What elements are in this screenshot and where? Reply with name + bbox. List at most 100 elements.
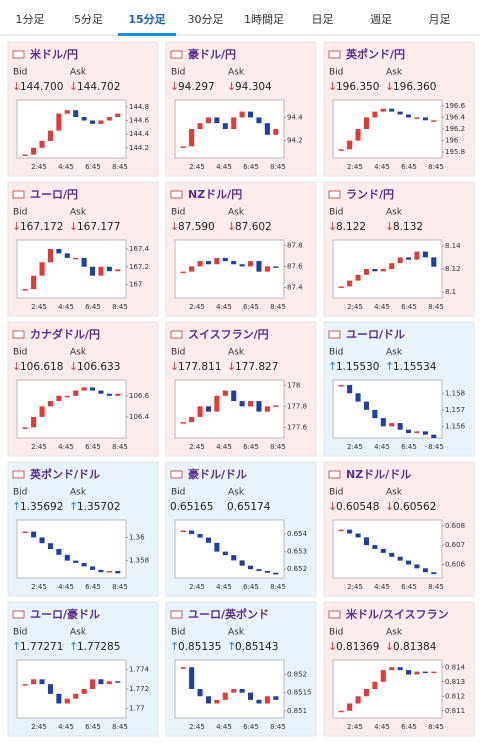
- ask-label: Ask: [386, 348, 403, 358]
- candle: [363, 401, 369, 410]
- x-tick-label: 6:45: [243, 583, 259, 591]
- candle: [273, 266, 279, 268]
- candle: [355, 533, 361, 538]
- tab[interactable]: 1時間足: [244, 13, 284, 26]
- y-tick-label: 0.852: [287, 671, 307, 679]
- tab[interactable]: 週足: [370, 13, 392, 26]
- candle: [81, 562, 87, 567]
- candle: [222, 551, 228, 556]
- bid-value: 144.700: [20, 81, 63, 93]
- arrow: ↓: [328, 500, 337, 513]
- candle: [355, 274, 361, 281]
- x-tick-label: 8:45: [112, 163, 128, 171]
- arrow: ↑: [170, 640, 179, 653]
- candle: [31, 531, 37, 538]
- tab[interactable]: 30分足: [188, 13, 224, 26]
- candle: [98, 679, 104, 685]
- x-tick-label: 2:45: [189, 583, 205, 591]
- candle: [363, 117, 369, 129]
- y-tick-label: 8.12: [445, 265, 461, 273]
- candle: [81, 387, 87, 391]
- y-tick-label: 144.6: [129, 116, 150, 124]
- bid-label: Bid: [171, 348, 185, 358]
- x-tick-label: 4:45: [216, 443, 232, 451]
- x-tick-label: 2:45: [347, 723, 363, 731]
- bid-label: Bid: [13, 68, 27, 78]
- y-tick-label: 87.4: [287, 283, 303, 291]
- tab[interactable]: 日足: [312, 13, 334, 26]
- arrow: ↓: [170, 220, 179, 233]
- x-tick-label: 6:45: [85, 163, 101, 171]
- bid-label: Bid: [329, 348, 343, 358]
- y-tick-label: 8.14: [445, 242, 461, 250]
- x-tick-label: 2:45: [31, 303, 47, 311]
- candle: [73, 110, 79, 118]
- candle: [363, 689, 369, 697]
- candle: [256, 401, 262, 412]
- tab[interactable]: 15分足: [128, 12, 166, 26]
- candle: [414, 564, 420, 569]
- bid-value: 106.618: [20, 361, 63, 373]
- candle: [397, 667, 403, 671]
- x-tick-label: 8:45: [270, 583, 286, 591]
- candle: [380, 670, 386, 682]
- flag: [12, 610, 25, 619]
- x-tick-label: 6:45: [243, 723, 259, 731]
- y-tick-label: 0.652: [287, 565, 307, 573]
- candle: [264, 696, 270, 704]
- y-tick-label: 87.6: [287, 262, 303, 270]
- x-tick-label: 4:45: [374, 443, 390, 451]
- flag: [328, 50, 341, 59]
- x-tick-label: 6:45: [243, 303, 259, 311]
- candle: [363, 269, 369, 275]
- candle: [73, 560, 79, 563]
- bid-value: 0.85135: [178, 641, 221, 653]
- candle: [115, 269, 121, 272]
- candle: [189, 530, 195, 535]
- tab-underline: [118, 33, 176, 36]
- bid-value: 1.35692: [20, 501, 63, 513]
- candle: [355, 393, 361, 402]
- tab[interactable]: 5分足: [74, 13, 103, 26]
- bid-label: Bid: [329, 68, 343, 78]
- x-tick-label: 6:45: [401, 443, 417, 451]
- candle: [81, 689, 87, 694]
- candle: [56, 549, 62, 555]
- ask-label: Ask: [70, 208, 87, 218]
- y-tick-label: 0.607: [445, 541, 465, 549]
- candle: [273, 405, 279, 407]
- y-tick-label: 196.2: [445, 125, 465, 133]
- y-tick-label: 0.606: [445, 560, 466, 568]
- ask-value: 87.602: [235, 221, 272, 233]
- arrow: ↑: [328, 360, 337, 373]
- arrow: ↓: [227, 80, 236, 93]
- candle: [256, 117, 262, 124]
- flag: [170, 50, 183, 59]
- candle: [81, 257, 87, 267]
- y-tick-label: 167: [129, 281, 142, 289]
- x-tick-label: 4:45: [374, 303, 390, 311]
- candle: [106, 266, 112, 272]
- candle: [422, 117, 428, 121]
- arrow: ↓: [385, 220, 394, 233]
- candle: [39, 262, 45, 276]
- x-tick-label: 4:45: [216, 163, 232, 171]
- candle: [338, 149, 344, 151]
- candle: [56, 395, 62, 402]
- candle: [422, 251, 428, 258]
- candle: [39, 537, 45, 544]
- tab[interactable]: 月足: [429, 13, 451, 26]
- arrow: ↓: [170, 80, 179, 93]
- ask-value: 167.177: [77, 221, 120, 233]
- ask-value: 196.360: [393, 81, 436, 93]
- y-tick-label: 177.6: [287, 423, 308, 431]
- candle: [347, 384, 353, 394]
- candle: [431, 120, 437, 122]
- candle: [431, 572, 437, 575]
- candle: [106, 571, 112, 573]
- flag: [170, 190, 183, 199]
- tab[interactable]: 1分足: [16, 13, 45, 26]
- x-tick-label: 2:45: [31, 583, 47, 591]
- ask-value: 1.15534: [393, 361, 437, 373]
- x-tick-label: 6:45: [243, 163, 259, 171]
